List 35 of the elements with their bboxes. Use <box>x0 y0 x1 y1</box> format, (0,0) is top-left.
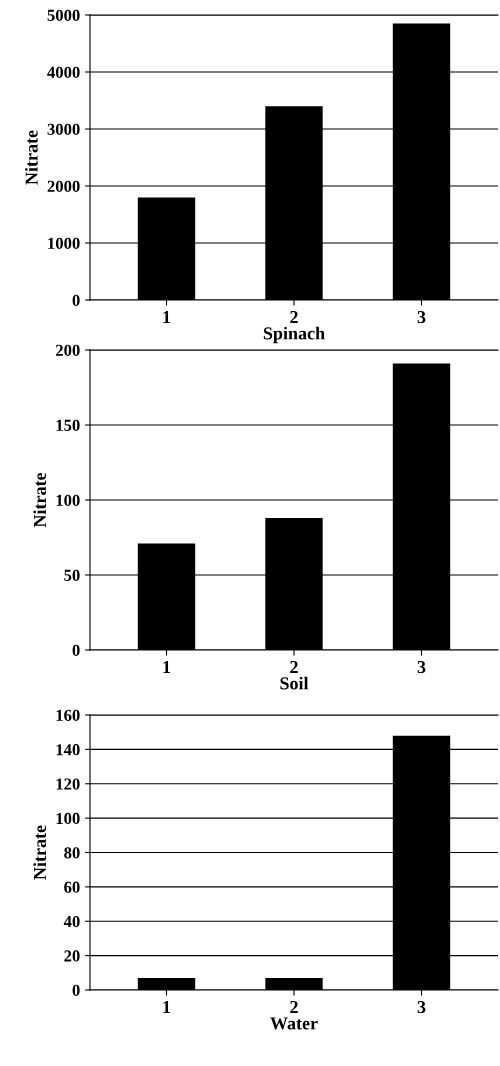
x-tick-label: 3 <box>417 1000 426 1014</box>
x-tick-label: 1 <box>163 1001 171 1013</box>
y-tick-label: 60 <box>64 881 80 893</box>
y-tick-label: 5000 <box>47 9 80 21</box>
x-tick-label: 2 <box>290 1000 298 1013</box>
y-tick-label: 2000 <box>47 180 80 192</box>
y-tick-label: 0 <box>72 644 80 656</box>
x-tick-label: 1 <box>163 311 171 323</box>
x-axis-title: Soil <box>280 676 309 690</box>
y-tick-label: 100 <box>56 494 80 506</box>
y-tick-label: 0 <box>72 984 80 996</box>
y-tick-label: 160 <box>56 709 80 721</box>
y-tick-label: 150 <box>56 419 80 431</box>
y-tick-label: 20 <box>64 950 80 962</box>
x-tick-label: 3 <box>417 310 426 324</box>
y-tick-label: 80 <box>64 847 80 859</box>
y-axis-title: Nitrate <box>33 472 47 528</box>
y-tick-label: 40 <box>63 915 80 928</box>
y-tick-label: 0 <box>72 294 80 306</box>
x-axis-title: Spinach <box>263 326 325 344</box>
x-tick-label: 1 <box>163 661 171 673</box>
y-axis-title: Nitrate <box>33 825 47 880</box>
y-tick-label: 50 <box>64 569 80 581</box>
y-axis-title: Nitrate <box>25 130 38 185</box>
x-tick-label: 3 <box>417 660 426 674</box>
y-tick-label: 140 <box>56 744 80 756</box>
x-axis-title: Water <box>270 1017 318 1030</box>
y-tick-label: 3000 <box>47 123 80 135</box>
y-tick-label: 1000 <box>48 237 80 249</box>
y-tick-label: 200 <box>55 344 80 356</box>
y-tick-label: 100 <box>56 812 80 825</box>
x-tick-label: 2 <box>290 310 298 323</box>
y-tick-label: 120 <box>56 778 80 790</box>
y-tick-label: 4000 <box>47 66 80 78</box>
x-tick-label: 2 <box>290 660 298 673</box>
